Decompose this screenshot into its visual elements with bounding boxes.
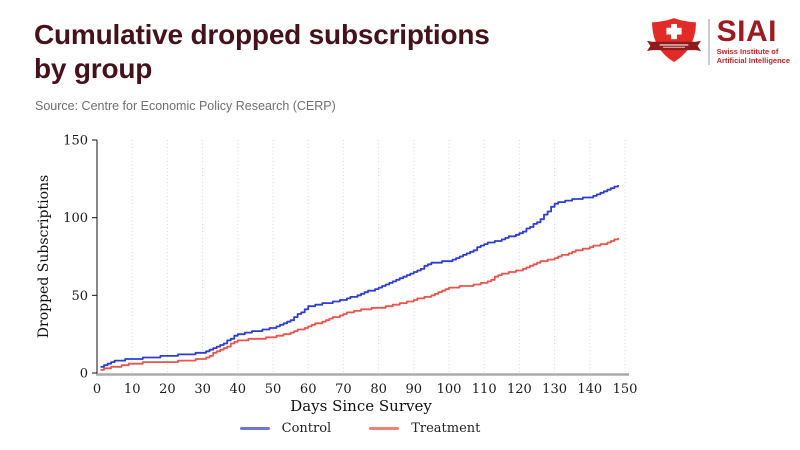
chart-legend: Control Treatment	[40, 421, 680, 436]
x-tick-label: 120	[507, 382, 532, 397]
y-axis-title: Dropped Subscriptions	[36, 175, 52, 338]
legend-item-treatment: Treatment	[369, 421, 480, 436]
x-tick-label: 90	[406, 382, 423, 397]
control-line-swatch-icon	[239, 427, 270, 430]
page-title: Cumulative dropped subscriptions by grou…	[34, 18, 594, 85]
chart: 0 50 100 150 0 10 20 30 40 50 60 70 80 90 100 110 120 130…	[30, 128, 650, 443]
treatment-line-swatch-icon	[369, 427, 400, 430]
chart-svg: 0 50 100 150 0 10 20 30 40 50 60 70 80 90 100 110 120 130…	[36, 134, 638, 416]
legend-label-control: Control	[281, 421, 332, 436]
x-axis-title: Days Since Survey	[290, 397, 432, 415]
x-tick-label: 80	[370, 382, 387, 397]
x-tick-label: 10	[124, 382, 141, 397]
siai-wordmark: SIAI	[716, 15, 777, 49]
y-tick-label: 50	[71, 289, 88, 304]
series-line-control	[100, 185, 619, 368]
siai-subtitle-line2: Artificial Intelligence	[716, 56, 790, 66]
x-tick-label: 40	[230, 382, 247, 397]
logo-words: SIAI Swiss Institute of Artificial Intel…	[716, 15, 790, 66]
page-title-line1: Cumulative dropped subscriptions	[34, 19, 490, 50]
page-title-line2: by group	[34, 52, 153, 84]
legend-label-treatment: Treatment	[411, 421, 481, 436]
y-tick-label: 0	[80, 367, 88, 382]
x-tick-label: 0	[93, 382, 101, 397]
y-tick-label: 100	[63, 211, 88, 226]
x-tick-label: 30	[194, 382, 211, 397]
siai-subtitle-line1: Swiss Institute of	[716, 46, 779, 56]
x-tick-label: 140	[577, 382, 602, 397]
series-line-treatment	[100, 237, 619, 371]
x-tick-label: 70	[335, 382, 352, 397]
x-tick-label: 150	[613, 382, 638, 397]
source-text: Source: Centre for Economic Policy Resea…	[35, 99, 336, 113]
shield-icon	[646, 14, 701, 71]
logo-divider	[707, 19, 710, 65]
x-tick-label: 60	[300, 382, 317, 397]
y-tick-label: 150	[63, 134, 88, 149]
x-tick-label: 130	[542, 382, 567, 397]
siai-logo: SIAI Swiss Institute of Artificial Intel…	[646, 14, 790, 71]
x-tick-label: 110	[472, 382, 497, 397]
legend-item-control: Control	[239, 421, 332, 436]
x-tick-label: 100	[437, 382, 462, 397]
x-tick-label: 20	[159, 382, 176, 397]
x-tick-label: 50	[265, 382, 282, 397]
